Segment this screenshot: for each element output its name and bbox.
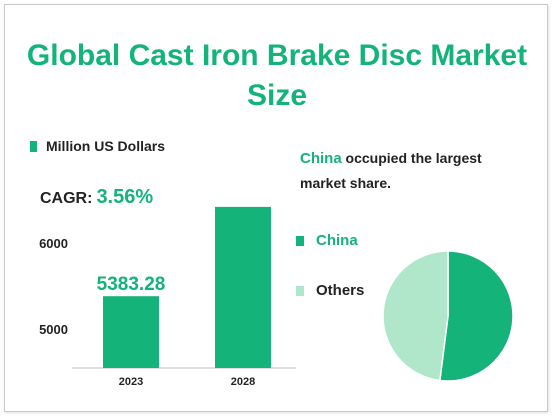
bar-2023: [103, 296, 159, 368]
y-tick-label: 6000: [39, 236, 68, 251]
cagr-value: 3.56%: [96, 186, 154, 208]
note-text: occupied the largest market share.: [300, 150, 482, 191]
legend-swatch: [30, 140, 37, 152]
legend-label-china: China: [316, 232, 358, 249]
legend-swatch-others: [296, 285, 304, 296]
page-title: Global Cast Iron Brake Disc Market Size: [26, 39, 528, 112]
cagr-label: CAGR:: [40, 190, 93, 207]
legend-swatch-china: [296, 235, 304, 246]
y-tick-label: 5000: [39, 322, 68, 337]
pie-legend-others: Others: [296, 282, 364, 299]
pie-legend-china: China: [296, 232, 358, 249]
pie-slice-others: [382, 250, 449, 382]
data-label: 5383.28: [97, 274, 166, 295]
legend-label-others: Others: [316, 282, 365, 299]
x-tick-label: 2028: [231, 376, 255, 388]
cagr: CAGR: 3.56%: [40, 186, 153, 209]
pie-slice-china: [439, 250, 514, 382]
legend-unit-label: Million US Dollars: [46, 138, 166, 154]
x-tick-label: 2023: [119, 376, 143, 388]
market-share-note: China occupied the largest market share.: [300, 146, 530, 195]
note-highlight: China: [300, 150, 342, 167]
bar-legend: Million US Dollars: [30, 138, 165, 154]
bar-2028: [215, 206, 271, 368]
